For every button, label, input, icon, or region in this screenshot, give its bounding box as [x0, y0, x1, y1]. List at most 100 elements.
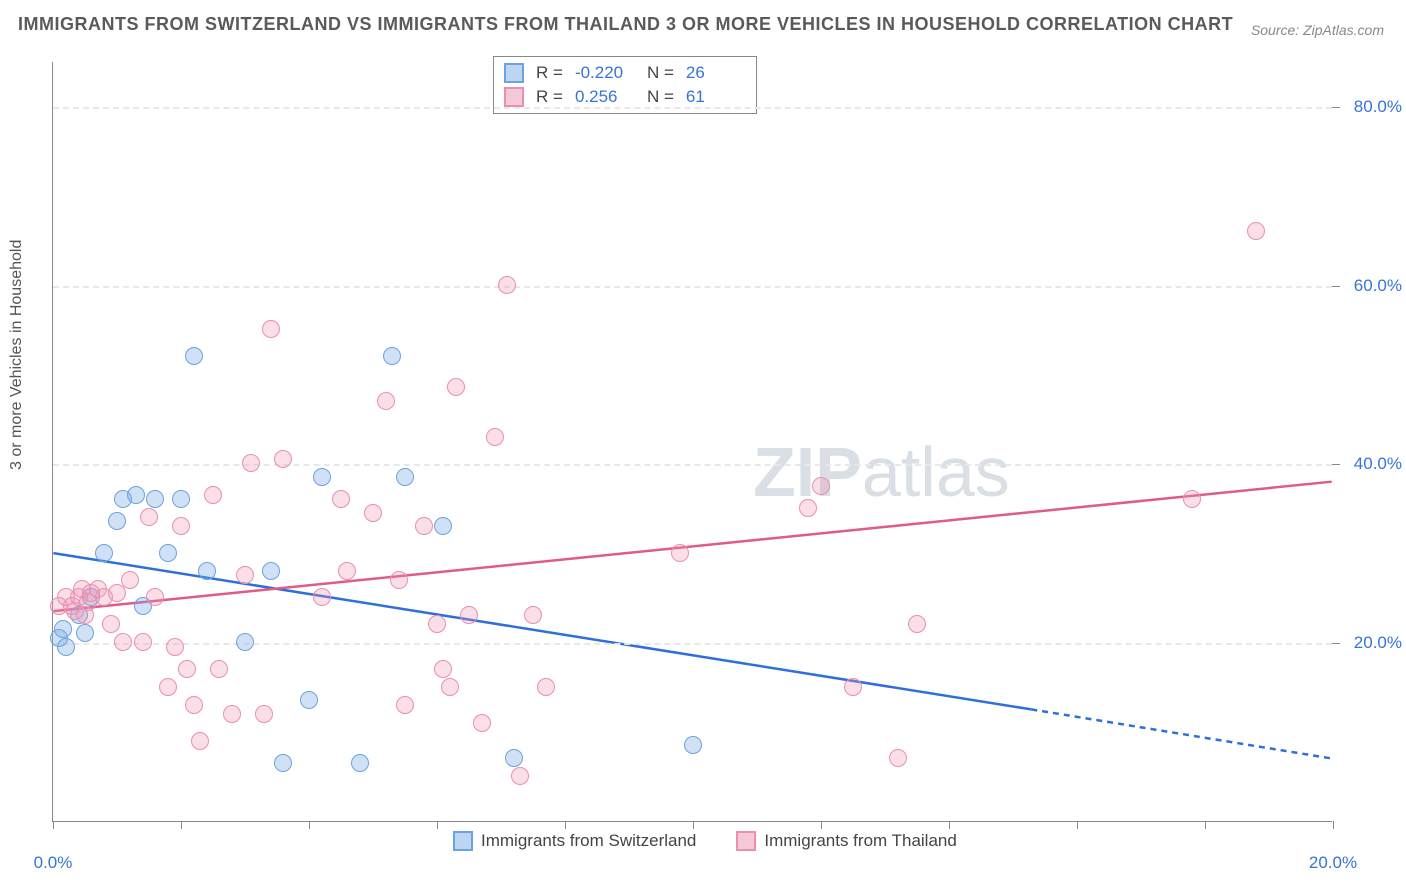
- series-legend-item: Immigrants from Thailand: [736, 831, 956, 851]
- scatter-point: [889, 749, 907, 767]
- scatter-point: [127, 486, 145, 504]
- scatter-point: [223, 705, 241, 723]
- x-tick-label: 20.0%: [1309, 853, 1357, 873]
- x-tick: [309, 821, 310, 829]
- scatter-point: [76, 624, 94, 642]
- x-tick: [565, 821, 566, 829]
- scatter-point: [204, 486, 222, 504]
- scatter-point: [383, 347, 401, 365]
- scatter-point: [434, 517, 452, 535]
- legend-row: R = 0.256 N = 61: [504, 85, 746, 109]
- scatter-point: [121, 571, 139, 589]
- y-tick-label: 80.0%: [1354, 97, 1402, 117]
- scatter-point: [140, 508, 158, 526]
- correlation-legend: R = -0.220 N = 26 R = 0.256 N = 61: [493, 56, 757, 114]
- watermark: ZIPatlas: [753, 432, 1010, 512]
- scatter-point: [255, 705, 273, 723]
- y-tick: [1332, 286, 1340, 287]
- legend-r-value: -0.220: [575, 63, 635, 83]
- scatter-point: [108, 512, 126, 530]
- scatter-point: [185, 347, 203, 365]
- scatter-point: [210, 660, 228, 678]
- legend-n-value: 61: [686, 87, 746, 107]
- scatter-point: [178, 660, 196, 678]
- x-tick: [821, 821, 822, 829]
- scatter-point: [274, 450, 292, 468]
- gridline: [53, 107, 1332, 109]
- scatter-point: [351, 754, 369, 772]
- y-tick: [1332, 464, 1340, 465]
- scatter-point: [473, 714, 491, 732]
- trend-lines: [53, 62, 1332, 821]
- scatter-point: [812, 477, 830, 495]
- x-tick: [949, 821, 950, 829]
- scatter-point: [146, 490, 164, 508]
- x-tick: [53, 821, 54, 829]
- scatter-point: [338, 562, 356, 580]
- x-tick-label: 0.0%: [34, 853, 73, 873]
- legend-n-label: N =: [647, 87, 674, 107]
- y-tick: [1332, 107, 1340, 108]
- scatter-point: [486, 428, 504, 446]
- scatter-point: [511, 767, 529, 785]
- scatter-point: [390, 571, 408, 589]
- legend-swatch: [504, 87, 524, 107]
- scatter-point: [1247, 222, 1265, 240]
- scatter-point: [332, 490, 350, 508]
- scatter-point: [159, 678, 177, 696]
- scatter-point: [396, 696, 414, 714]
- scatter-point: [191, 732, 209, 750]
- y-axis-label: 3 or more Vehicles in Household: [8, 240, 26, 470]
- scatter-point: [428, 615, 446, 633]
- scatter-point: [134, 633, 152, 651]
- gridline: [53, 286, 1332, 288]
- scatter-point: [172, 517, 190, 535]
- legend-n-value: 26: [686, 63, 746, 83]
- y-tick-label: 60.0%: [1354, 276, 1402, 296]
- series-name: Immigrants from Switzerland: [481, 831, 696, 851]
- scatter-point: [159, 544, 177, 562]
- scatter-point: [262, 562, 280, 580]
- scatter-point: [102, 615, 120, 633]
- scatter-point: [300, 691, 318, 709]
- legend-swatch: [453, 831, 473, 851]
- legend-r-value: 0.256: [575, 87, 635, 107]
- x-tick: [693, 821, 694, 829]
- legend-r-label: R =: [536, 63, 563, 83]
- scatter-point: [114, 633, 132, 651]
- scatter-point: [57, 638, 75, 656]
- x-tick: [181, 821, 182, 829]
- y-tick-label: 40.0%: [1354, 454, 1402, 474]
- series-name: Immigrants from Thailand: [764, 831, 956, 851]
- scatter-point: [274, 754, 292, 772]
- scatter-point: [396, 468, 414, 486]
- scatter-point: [441, 678, 459, 696]
- scatter-point: [313, 468, 331, 486]
- scatter-point: [172, 490, 190, 508]
- scatter-point: [684, 736, 702, 754]
- scatter-point: [242, 454, 260, 472]
- chart-title: IMMIGRANTS FROM SWITZERLAND VS IMMIGRANT…: [18, 14, 1233, 35]
- scatter-point: [166, 638, 184, 656]
- scatter-point: [908, 615, 926, 633]
- source-attribution: Source: ZipAtlas.com: [1251, 22, 1384, 38]
- scatter-point: [537, 678, 555, 696]
- legend-swatch: [504, 63, 524, 83]
- x-tick: [437, 821, 438, 829]
- scatter-point: [524, 606, 542, 624]
- scatter-point: [1183, 490, 1201, 508]
- legend-r-label: R =: [536, 87, 563, 107]
- scatter-point: [505, 749, 523, 767]
- x-tick: [1205, 821, 1206, 829]
- scatter-point: [146, 588, 164, 606]
- scatter-point: [799, 499, 817, 517]
- scatter-point: [95, 544, 113, 562]
- legend-n-label: N =: [647, 63, 674, 83]
- scatter-point: [844, 678, 862, 696]
- scatter-point: [377, 392, 395, 410]
- scatter-point: [498, 276, 516, 294]
- scatter-point: [460, 606, 478, 624]
- scatter-point: [671, 544, 689, 562]
- chart-plot-area: ZIPatlas R =-0.220N =26R =0.256N =61 Imm…: [52, 62, 1332, 822]
- legend-row: R = -0.220 N = 26: [504, 61, 746, 85]
